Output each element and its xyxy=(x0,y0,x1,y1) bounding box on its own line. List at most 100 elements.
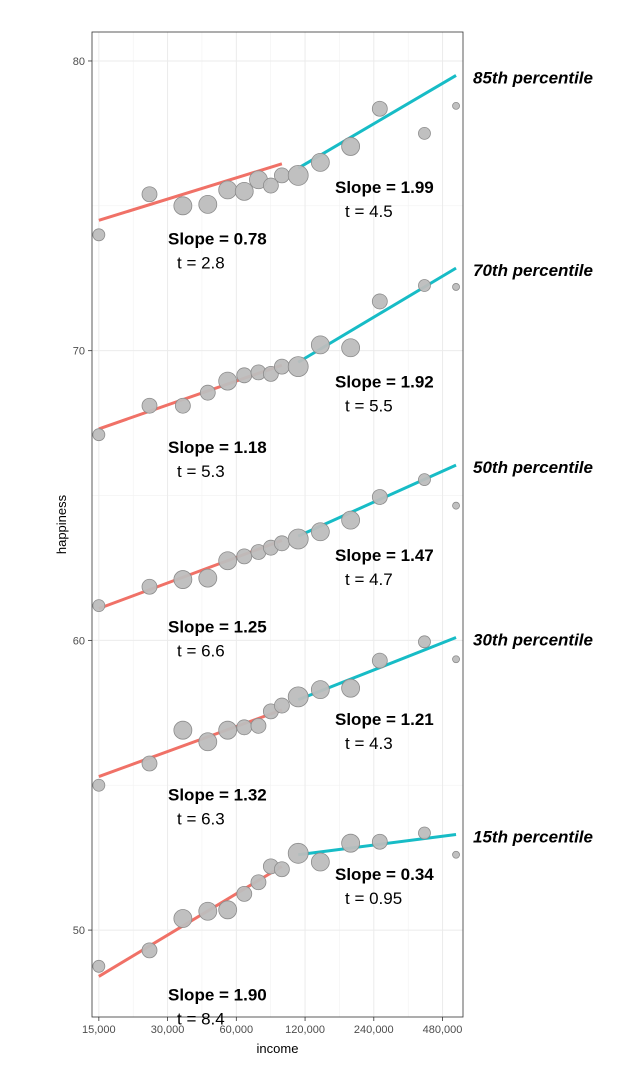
data-point xyxy=(287,528,309,550)
data-point xyxy=(218,900,238,920)
grid-lines xyxy=(92,32,463,1017)
data-point xyxy=(141,186,158,203)
high-t-label: t = 0.95 xyxy=(345,889,402,908)
high-t-label: t = 4.7 xyxy=(345,570,393,589)
data-point xyxy=(371,833,388,850)
percentile-labels: 85th percentile 70th percentile 50th perce… xyxy=(473,68,593,846)
low-t-label: t = 8.4 xyxy=(177,1009,225,1028)
data-point xyxy=(250,717,267,734)
data-point xyxy=(92,599,106,613)
data-point xyxy=(236,367,253,384)
data-point xyxy=(173,570,193,589)
data-point xyxy=(92,428,106,442)
data-point xyxy=(418,826,431,840)
data-point xyxy=(452,850,460,859)
y-tick-label: 50 xyxy=(73,925,85,937)
data-point xyxy=(236,885,253,902)
x-tick-label: 60,000 xyxy=(219,1024,253,1036)
y-tick-label: 60 xyxy=(73,635,85,647)
percentile-label: 50th percentile xyxy=(473,458,593,477)
data-point xyxy=(141,942,158,959)
data-point xyxy=(310,152,330,172)
high-slope-label: Slope = 1.92 xyxy=(335,372,434,391)
data-point xyxy=(92,228,106,242)
y-tick-label: 70 xyxy=(73,346,85,358)
plot-panel-border xyxy=(91,31,464,1018)
data-point xyxy=(218,371,238,391)
data-point xyxy=(250,874,267,891)
percentile-label: 30th percentile xyxy=(473,630,593,649)
data-point xyxy=(341,833,361,853)
low-slope-label: Slope = 1.90 xyxy=(168,985,267,1004)
low-slope-label: Slope = 1.25 xyxy=(168,618,267,637)
data-point xyxy=(310,680,330,700)
data-point xyxy=(452,501,460,510)
high-slope-label: Slope = 1.47 xyxy=(335,546,434,565)
data-point xyxy=(273,167,290,184)
data-point xyxy=(234,181,254,201)
axes: 15,000 30,000 60,000 120,000 240,000 480,000 5… xyxy=(73,56,463,1036)
data-point xyxy=(452,283,460,291)
data-point xyxy=(218,551,238,571)
low-slope-label: Slope = 1.18 xyxy=(168,438,267,457)
x-tick-label: 480,000 xyxy=(423,1024,463,1036)
data-point xyxy=(310,522,330,542)
low-income-fit-line xyxy=(98,162,283,222)
data-point xyxy=(287,842,309,864)
data-point xyxy=(341,137,361,156)
x-tick-label: 240,000 xyxy=(354,1024,394,1036)
data-point xyxy=(341,678,361,698)
low-slope-label: Slope = 0.78 xyxy=(168,229,267,248)
data-point xyxy=(287,356,309,378)
data-point xyxy=(198,732,218,752)
data-point xyxy=(236,548,253,565)
data-points xyxy=(92,100,460,973)
low-income-fit-line xyxy=(98,708,283,778)
high-income-fit-line xyxy=(297,74,457,170)
data-point xyxy=(273,861,290,878)
data-point xyxy=(452,101,460,110)
percentile-label: 85th percentile xyxy=(473,68,593,87)
data-point xyxy=(198,568,218,588)
low-t-label: t = 6.3 xyxy=(177,810,225,829)
data-point xyxy=(173,720,193,740)
x-tick-label: 120,000 xyxy=(285,1024,325,1036)
x-tick-label: 30,000 xyxy=(151,1024,185,1036)
data-point xyxy=(341,338,361,358)
data-point xyxy=(341,510,361,530)
data-point xyxy=(141,397,158,414)
data-point xyxy=(418,635,431,649)
data-point xyxy=(199,384,216,401)
data-point xyxy=(218,180,238,200)
y-tick-label: 80 xyxy=(73,56,85,68)
data-point xyxy=(310,852,330,872)
percentile-label: 15th percentile xyxy=(473,827,593,846)
high-slope-label: Slope = 1.21 xyxy=(335,710,434,729)
data-point xyxy=(141,755,158,772)
x-tick-label: 15,000 xyxy=(82,1024,116,1036)
data-point xyxy=(141,578,158,595)
low-slope-label: Slope = 1.32 xyxy=(168,786,267,805)
data-point xyxy=(371,100,388,117)
data-point xyxy=(310,335,330,355)
data-point xyxy=(236,719,253,736)
data-point xyxy=(92,778,106,792)
data-point xyxy=(371,293,388,310)
percentile-label: 70th percentile xyxy=(473,261,593,280)
low-t-label: t = 5.3 xyxy=(177,462,225,481)
data-point xyxy=(174,397,191,414)
data-point xyxy=(262,365,279,382)
high-t-label: t = 4.3 xyxy=(345,734,393,753)
low-t-label: t = 2.8 xyxy=(177,253,225,272)
data-point xyxy=(92,959,106,973)
data-point xyxy=(273,358,290,375)
data-point xyxy=(273,697,290,714)
data-point xyxy=(418,126,431,140)
data-point xyxy=(173,909,193,928)
data-point xyxy=(452,655,460,664)
data-point xyxy=(287,686,309,708)
data-point xyxy=(418,473,431,486)
y-axis-title: happiness xyxy=(54,494,69,554)
data-point xyxy=(273,535,290,552)
high-slope-label: Slope = 0.34 xyxy=(335,865,434,884)
